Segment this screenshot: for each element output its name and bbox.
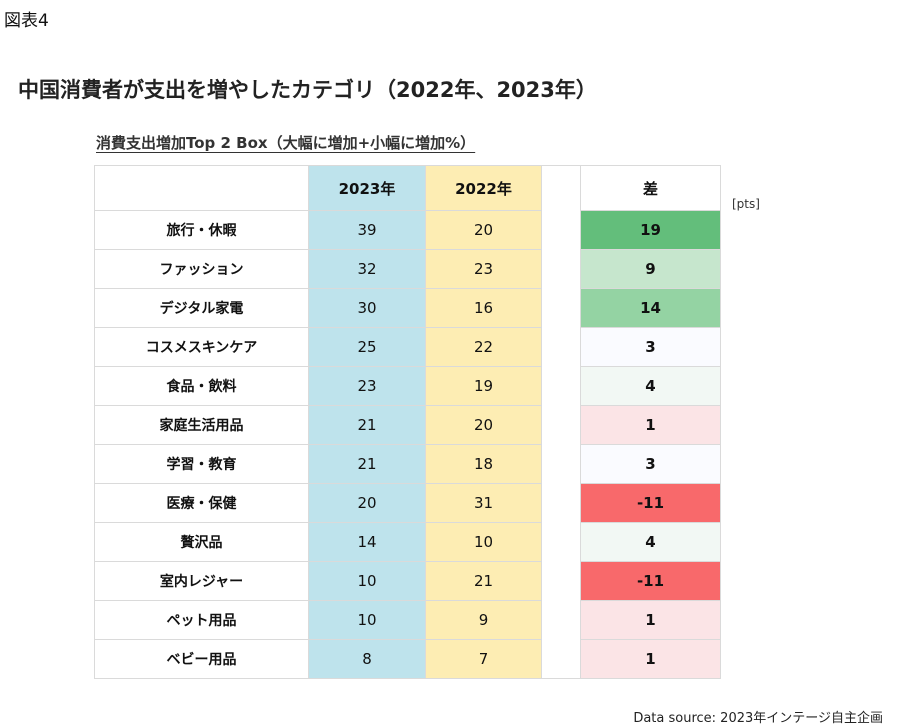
chart-title: 中国消費者が支出を増やしたカテゴリ（2022年、2023年） — [18, 78, 597, 102]
diff-cell: 3 — [580, 444, 721, 484]
value-2023-cell: 23 — [308, 366, 426, 406]
value-2023-cell: 10 — [308, 561, 426, 601]
category-cell: デジタル家電 — [94, 288, 309, 328]
figure-label: 図表4 — [4, 11, 49, 31]
category-cell: ベビー用品 — [94, 639, 309, 679]
category-cell: 医療・保健 — [94, 483, 309, 523]
category-cell: 家庭生活用品 — [94, 405, 309, 445]
value-2022-cell: 23 — [425, 249, 542, 289]
value-2023-cell: 14 — [308, 522, 426, 562]
diff-cell: 4 — [580, 522, 721, 562]
data-source: Data source: 2023年インテージ自主企画 — [633, 711, 883, 726]
value-2022-cell: 21 — [425, 561, 542, 601]
table-row: 家庭生活用品 21 20 1 — [94, 405, 721, 445]
value-2023-cell: 32 — [308, 249, 426, 289]
value-2023-cell: 8 — [308, 639, 426, 679]
table-row: デジタル家電 30 16 14 — [94, 288, 721, 328]
category-cell: 贅沢品 — [94, 522, 309, 562]
value-2022-cell: 16 — [425, 288, 542, 328]
chart-subtitle: 消費支出増加Top 2 Box（大幅に増加+小幅に増加%） — [96, 134, 476, 152]
category-cell: ペット用品 — [94, 600, 309, 640]
table-row: コスメスキンケア 25 22 3 — [94, 327, 721, 367]
diff-cell: -11 — [580, 483, 721, 523]
gap-cell — [541, 639, 581, 679]
category-cell: 室内レジャー — [94, 561, 309, 601]
header-2022: 2022年 — [425, 165, 542, 211]
diff-cell: 1 — [580, 405, 721, 445]
value-2023-cell: 10 — [308, 600, 426, 640]
table-row: 室内レジャー 10 21 -11 — [94, 561, 721, 601]
diff-cell: 19 — [580, 210, 721, 250]
value-2022-cell: 10 — [425, 522, 542, 562]
gap-cell — [541, 288, 581, 328]
diff-cell: 14 — [580, 288, 721, 328]
table-row: 医療・保健 20 31 -11 — [94, 483, 721, 523]
value-2023-cell: 20 — [308, 483, 426, 523]
data-table: 2023年 2022年 差 旅行・休暇 39 20 19 ファッション 32 23 9 デジタル… — [94, 165, 721, 679]
gap-cell — [541, 561, 581, 601]
table-row: 食品・飲料 23 19 4 — [94, 366, 721, 406]
diff-cell: 4 — [580, 366, 721, 406]
gap-cell — [541, 405, 581, 445]
diff-cell: 1 — [580, 639, 721, 679]
category-cell: 旅行・休暇 — [94, 210, 309, 250]
unit-label: [pts] — [732, 197, 760, 211]
value-2022-cell: 20 — [425, 405, 542, 445]
gap-cell — [541, 483, 581, 523]
value-2022-cell: 20 — [425, 210, 542, 250]
header-row: 2023年 2022年 差 — [94, 165, 721, 211]
value-2022-cell: 22 — [425, 327, 542, 367]
value-2023-cell: 21 — [308, 405, 426, 445]
value-2023-cell: 21 — [308, 444, 426, 484]
gap-cell — [541, 600, 581, 640]
diff-cell: 1 — [580, 600, 721, 640]
value-2022-cell: 7 — [425, 639, 542, 679]
category-cell: 学習・教育 — [94, 444, 309, 484]
value-2022-cell: 19 — [425, 366, 542, 406]
gap-cell — [541, 249, 581, 289]
table-row: 贅沢品 14 10 4 — [94, 522, 721, 562]
gap-cell — [541, 165, 581, 211]
header-diff: 差 — [580, 165, 721, 211]
gap-cell — [541, 444, 581, 484]
value-2023-cell: 25 — [308, 327, 426, 367]
diff-cell: 3 — [580, 327, 721, 367]
value-2023-cell: 39 — [308, 210, 426, 250]
category-cell: コスメスキンケア — [94, 327, 309, 367]
category-cell: 食品・飲料 — [94, 366, 309, 406]
category-cell: ファッション — [94, 249, 309, 289]
table-row: 旅行・休暇 39 20 19 — [94, 210, 721, 250]
diff-cell: -11 — [580, 561, 721, 601]
header-2023: 2023年 — [308, 165, 426, 211]
gap-cell — [541, 522, 581, 562]
diff-cell: 9 — [580, 249, 721, 289]
header-blank — [94, 165, 309, 211]
table-row: ベビー用品 8 7 1 — [94, 639, 721, 679]
value-2022-cell: 18 — [425, 444, 542, 484]
value-2022-cell: 9 — [425, 600, 542, 640]
gap-cell — [541, 366, 581, 406]
table-row: ペット用品 10 9 1 — [94, 600, 721, 640]
value-2023-cell: 30 — [308, 288, 426, 328]
table-row: 学習・教育 21 18 3 — [94, 444, 721, 484]
value-2022-cell: 31 — [425, 483, 542, 523]
gap-cell — [541, 327, 581, 367]
table-row: ファッション 32 23 9 — [94, 249, 721, 289]
gap-cell — [541, 210, 581, 250]
